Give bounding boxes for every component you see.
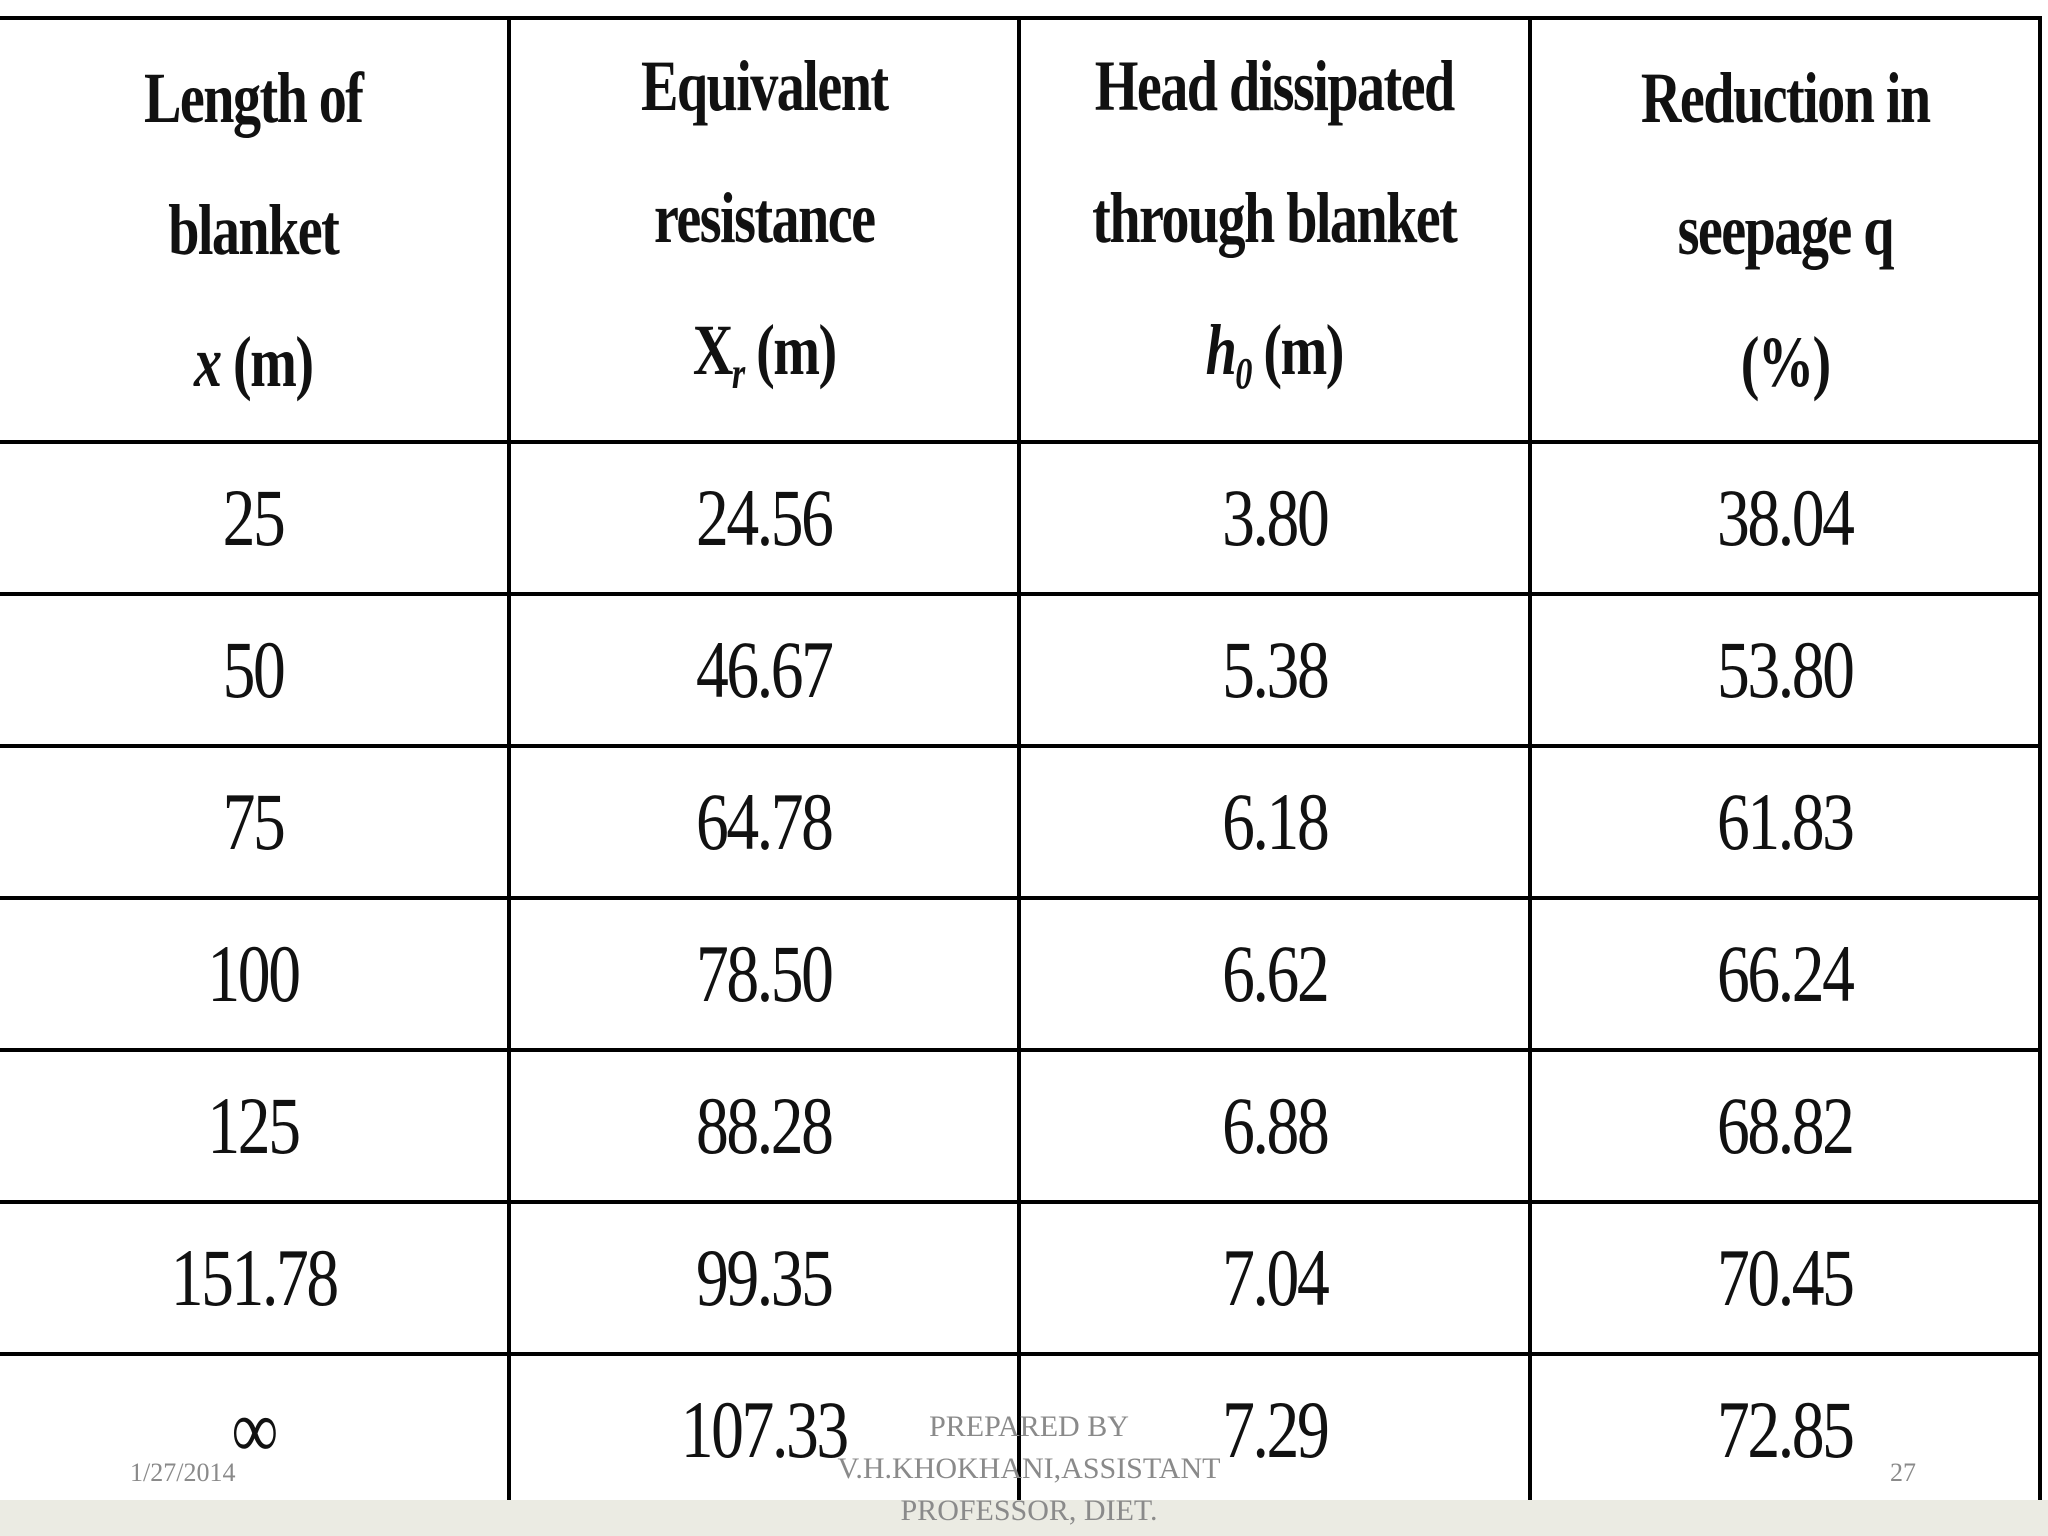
cell-value: 151.78 xyxy=(170,1232,338,1323)
cell-resistance: 78.50 xyxy=(506,896,1021,1052)
cell-value: 70.45 xyxy=(1716,1232,1855,1323)
cell-length: 151.78 xyxy=(0,1200,511,1356)
header-line: resistance xyxy=(653,178,876,258)
table-row: 125 88.28 6.88 68.82 xyxy=(0,1048,2042,1204)
table-row: 25 24.56 3.80 38.04 xyxy=(0,440,2042,596)
cell-value: 7.04 xyxy=(1221,1232,1330,1323)
header-unit: (m) xyxy=(755,310,837,390)
header-symbol: x xyxy=(193,322,222,402)
cell-value: 38.04 xyxy=(1716,472,1855,563)
cell-head: 5.38 xyxy=(1017,592,1532,748)
cell-head: 3.80 xyxy=(1017,440,1532,596)
table-row: 50 46.67 5.38 53.80 xyxy=(0,592,2042,748)
cell-value: 72.85 xyxy=(1716,1384,1855,1475)
cell-value: 68.82 xyxy=(1716,1080,1855,1171)
cell-head: 7.29 xyxy=(1017,1352,1532,1508)
table-row: 75 64.78 6.18 61.83 xyxy=(0,744,2042,900)
cell-value: 7.29 xyxy=(1221,1384,1330,1475)
header-equivalent-resistance: Equivalent resistance Xr (m) xyxy=(506,16,1021,444)
cell-value: 64.78 xyxy=(695,776,834,867)
footer-page-number: 27 xyxy=(1890,1458,1916,1487)
cell-value: 25 xyxy=(222,472,286,563)
cell-value: 46.67 xyxy=(695,624,834,715)
header-reduction-in-seepage: Reduction in seepage q (%) xyxy=(1527,16,2042,444)
cell-reduction: 53.80 xyxy=(1527,592,2042,748)
footer-prepared-by-line: PROFESSOR, DIET. xyxy=(900,1494,1158,1527)
header-line: (%) xyxy=(1740,322,1830,402)
cell-length: 100 xyxy=(0,896,511,1052)
cell-value: 88.28 xyxy=(695,1080,834,1171)
cell-reduction: 61.83 xyxy=(1527,744,2042,900)
header-unit: (m) xyxy=(1263,310,1344,390)
cell-head: 7.04 xyxy=(1017,1200,1532,1356)
cell-length: 125 xyxy=(0,1048,511,1204)
header-line: Length of xyxy=(144,58,364,138)
cell-length: 25 xyxy=(0,440,511,596)
cell-value: 24.56 xyxy=(695,472,834,563)
table-row: 100 78.50 6.62 66.24 xyxy=(0,896,2042,1052)
cell-value: 53.80 xyxy=(1716,624,1855,715)
header-line: Equivalent xyxy=(640,46,888,126)
header-symbol: h xyxy=(1205,310,1237,390)
cell-value: 50 xyxy=(222,624,286,715)
cell-length: 75 xyxy=(0,744,511,900)
header-line: x (m) xyxy=(56,296,451,428)
header-line: seepage q xyxy=(1677,190,1894,270)
cell-value: ∞ xyxy=(231,1384,278,1475)
cell-length: ∞ xyxy=(0,1352,511,1508)
header-subscript: 0 xyxy=(1235,349,1252,398)
seepage-table: Length of blanket x (m) Equivalent resis… xyxy=(0,16,2042,1508)
cell-length: 50 xyxy=(0,592,511,748)
cell-head: 6.18 xyxy=(1017,744,1532,900)
header-subscript: r xyxy=(731,349,744,398)
header-symbol: X xyxy=(692,310,733,390)
header-line: Xr (m) xyxy=(566,284,961,440)
footer-bar xyxy=(0,1500,2048,1536)
footer-date: 1/27/2014 xyxy=(130,1458,236,1487)
cell-value: 78.50 xyxy=(695,928,834,1019)
cell-value: 6.88 xyxy=(1221,1080,1330,1171)
header-line: Reduction in xyxy=(1640,58,1930,138)
cell-head: 6.62 xyxy=(1017,896,1532,1052)
cell-value: 3.80 xyxy=(1221,472,1330,563)
table-header-row: Length of blanket x (m) Equivalent resis… xyxy=(0,16,2042,444)
header-length-of-blanket: Length of blanket x (m) xyxy=(0,16,511,444)
cell-reduction: 70.45 xyxy=(1527,1200,2042,1356)
cell-value: 61.83 xyxy=(1716,776,1855,867)
cell-reduction: 38.04 xyxy=(1527,440,2042,596)
header-line: h0 (m) xyxy=(1077,284,1472,440)
cell-reduction: 66.24 xyxy=(1527,896,2042,1052)
footer-prepared-by: PREPARED BY V.H.KHOKHANI,ASSISTANT PROFE… xyxy=(774,1406,1284,1532)
header-line: Head dissipated xyxy=(1094,46,1455,126)
cell-value: 75 xyxy=(222,776,286,867)
cell-value: 5.38 xyxy=(1221,624,1330,715)
seepage-table-container: Length of blanket x (m) Equivalent resis… xyxy=(0,16,2042,1508)
header-line: blanket xyxy=(168,190,340,270)
cell-resistance: 88.28 xyxy=(506,1048,1021,1204)
header-head-dissipated: Head dissipated through blanket h0 (m) xyxy=(1017,16,1532,444)
footer-prepared-by-line: PREPARED BY xyxy=(929,1410,1129,1443)
cell-value: 66.24 xyxy=(1716,928,1855,1019)
cell-value: 6.18 xyxy=(1221,776,1330,867)
cell-head: 6.88 xyxy=(1017,1048,1532,1204)
cell-resistance: 107.33 xyxy=(506,1352,1021,1508)
cell-resistance: 64.78 xyxy=(506,744,1021,900)
header-line: through blanket xyxy=(1092,178,1458,258)
cell-value: 125 xyxy=(207,1080,302,1171)
table-row: 151.78 99.35 7.04 70.45 xyxy=(0,1200,2042,1356)
footer-prepared-by-line: V.H.KHOKHANI,ASSISTANT xyxy=(837,1452,1221,1485)
cell-value: 107.33 xyxy=(680,1384,849,1475)
cell-value: 100 xyxy=(207,928,302,1019)
cell-value: 6.62 xyxy=(1221,928,1330,1019)
cell-resistance: 46.67 xyxy=(506,592,1021,748)
cell-resistance: 99.35 xyxy=(506,1200,1021,1356)
cell-reduction: 68.82 xyxy=(1527,1048,2042,1204)
cell-value: 99.35 xyxy=(695,1232,834,1323)
cell-resistance: 24.56 xyxy=(506,440,1021,596)
header-unit: (m) xyxy=(232,322,314,402)
cell-reduction: 72.85 xyxy=(1527,1352,2042,1508)
